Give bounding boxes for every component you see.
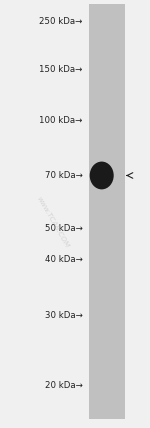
Text: 100 kDa→: 100 kDa→ bbox=[39, 116, 82, 125]
Text: 250 kDa→: 250 kDa→ bbox=[39, 17, 82, 26]
Text: 150 kDa→: 150 kDa→ bbox=[39, 65, 82, 74]
Text: www.TCAB.COM: www.TCAB.COM bbox=[35, 196, 70, 249]
Text: 30 kDa→: 30 kDa→ bbox=[45, 311, 82, 321]
Text: 70 kDa→: 70 kDa→ bbox=[45, 171, 82, 180]
Text: 20 kDa→: 20 kDa→ bbox=[45, 380, 82, 390]
Text: 40 kDa→: 40 kDa→ bbox=[45, 255, 82, 265]
Bar bbox=[89, 4, 125, 419]
Ellipse shape bbox=[90, 162, 114, 190]
Text: 50 kDa→: 50 kDa→ bbox=[45, 224, 82, 234]
